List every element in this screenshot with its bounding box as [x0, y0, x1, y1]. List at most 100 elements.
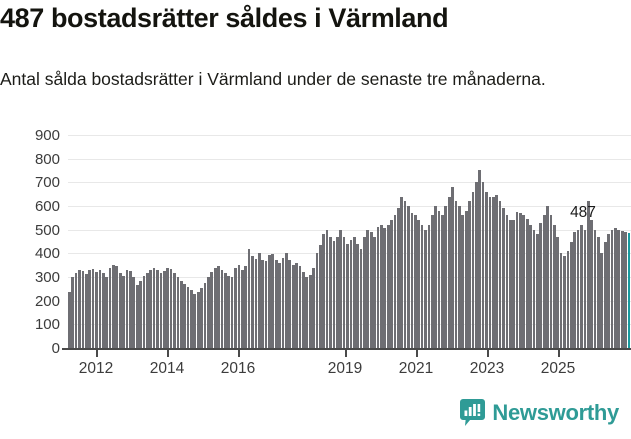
y-axis-tick-label: 0 — [51, 340, 60, 357]
bar — [400, 196, 404, 348]
bar — [532, 229, 536, 348]
bar — [525, 219, 529, 348]
bar — [115, 266, 119, 348]
bar — [122, 275, 125, 348]
bar — [291, 265, 295, 348]
bar — [512, 220, 515, 348]
gridline — [68, 182, 631, 184]
bar — [502, 208, 505, 348]
bar — [169, 269, 173, 348]
x-axis-tick — [345, 350, 347, 357]
bar — [413, 215, 417, 348]
bar — [407, 206, 410, 348]
y-axis-labels: 0 100 200 300 400 500 600 700 800 900 — [0, 128, 60, 356]
bar — [162, 271, 166, 348]
bar — [101, 272, 105, 348]
x-axis-line — [62, 348, 631, 350]
bar — [352, 236, 356, 348]
bar — [105, 277, 108, 348]
bar — [335, 237, 339, 348]
gridline — [68, 229, 631, 231]
bar — [576, 229, 580, 348]
bar — [610, 229, 614, 348]
bar — [593, 229, 597, 348]
x-axis-tick-label: 2012 — [78, 360, 114, 377]
bar — [552, 224, 556, 348]
bar — [549, 215, 553, 348]
gridline — [68, 206, 631, 207]
bar — [617, 229, 621, 348]
bar — [342, 236, 346, 348]
bar — [95, 272, 98, 348]
bar — [339, 229, 343, 348]
bar — [132, 277, 136, 348]
bar — [193, 293, 197, 348]
bar — [244, 265, 248, 348]
bar — [410, 213, 414, 348]
x-axis-tick-label: 2021 — [398, 360, 434, 377]
bar — [254, 258, 258, 348]
bar — [434, 206, 437, 348]
x-axis-tick — [238, 350, 240, 357]
y-axis-tick-label: 800 — [34, 150, 60, 168]
bar — [573, 232, 577, 348]
bar — [257, 253, 261, 348]
bar — [135, 284, 139, 348]
bar — [519, 213, 522, 348]
bar — [586, 201, 590, 348]
bar — [196, 291, 200, 348]
bar — [261, 259, 265, 348]
bar — [430, 215, 434, 348]
bar — [468, 201, 471, 348]
y-axis-tick-label: 400 — [34, 245, 60, 263]
bar — [447, 196, 451, 348]
bar — [78, 269, 81, 348]
bar — [332, 241, 336, 348]
bar — [152, 268, 156, 348]
bar — [227, 275, 231, 348]
bar — [393, 215, 397, 348]
bar — [488, 196, 492, 348]
bar — [590, 220, 593, 348]
x-axis-tick — [487, 350, 489, 357]
bar — [390, 220, 393, 348]
bar — [620, 230, 624, 348]
bar — [203, 282, 207, 348]
bar — [234, 268, 237, 348]
bar — [179, 280, 183, 348]
bar — [173, 273, 176, 348]
bar — [356, 243, 359, 348]
bar — [627, 232, 631, 348]
bar — [508, 220, 512, 348]
bar — [217, 266, 220, 348]
logo-wordmark: Newsworthy — [492, 400, 619, 425]
bar — [505, 215, 509, 348]
bar — [522, 215, 526, 348]
bar — [146, 272, 149, 348]
bar — [112, 264, 115, 348]
bar — [386, 225, 390, 348]
gridline — [68, 158, 631, 160]
bar — [481, 182, 485, 348]
bar — [68, 292, 71, 348]
bar — [366, 229, 370, 348]
plot-area — [68, 135, 631, 348]
bar — [190, 290, 193, 348]
bar — [329, 236, 332, 348]
bar — [614, 228, 617, 348]
newsworthy-logo[interactable]: Newsworthy — [460, 399, 619, 427]
bar — [281, 257, 285, 348]
bar — [458, 206, 461, 348]
bar — [536, 234, 539, 348]
bar — [349, 240, 353, 348]
bar — [491, 197, 495, 348]
bar — [271, 253, 275, 348]
bar — [295, 262, 298, 348]
bar — [166, 268, 170, 348]
bar — [139, 280, 142, 348]
bar — [376, 227, 380, 348]
bar — [210, 272, 214, 348]
chart-plot: 0 100 200 300 400 500 600 700 800 900 2012 2014 201… — [0, 128, 631, 388]
bar — [298, 266, 302, 348]
